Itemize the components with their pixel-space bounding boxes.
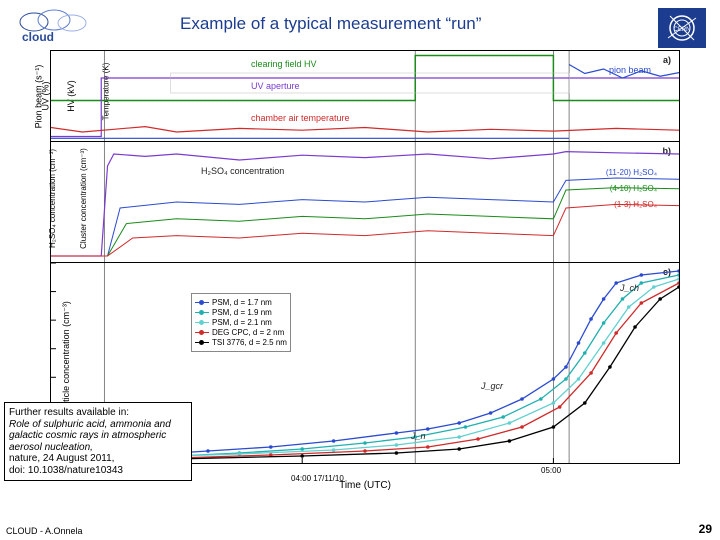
caption-l3: nature, 24 August 2011, [9,453,187,465]
ann-cl1: (11-20) H₂SO₄ [606,168,657,177]
panel-a: Pion beam (s⁻¹) UV (%) HV (kV) Temperatu… [50,50,680,142]
footer-credit: CLOUD - A.Onnela [6,526,83,536]
panel-b: H₂SO₄ concentration (cm⁻³) Cluster conce… [50,141,680,263]
svg-text:CERN: CERN [673,27,690,33]
panel-a-svg [51,51,679,141]
ann-temp: chamber air temperature [251,113,350,123]
caption-box: Further results available in: Role of su… [4,402,192,481]
panel-b-svg [51,142,679,262]
footer-page: 29 [699,522,712,536]
panel-c-xtick-2: 05:00 [541,466,561,475]
ann-hv: clearing field HV [251,59,317,69]
page-title: Example of a typical measurement “run” [180,14,481,34]
cloud-label: cloud [22,30,54,44]
panel-a-y2-label: UV (%) [41,82,51,111]
caption-l4: doi: 10.1038/nature10343 [9,465,187,477]
ann-cl2: (4-10) H₂SO₄ [610,184,657,193]
ann-pion: pion beam [609,65,651,75]
panel-c-xtick-1: 04:00 17/11/10 [291,474,344,483]
cern-logo: CERN [658,8,706,48]
cloud-logo: cloud [14,8,94,44]
caption-l1: Further results available in: [9,407,187,419]
panel-c-legend: PSM, d = 1.7 nmPSM, d = 1.9 nmPSM, d = 2… [191,293,291,352]
panel-c-x-label: Time (UTC) [339,480,391,491]
ann-jch: J_ch [620,283,639,293]
ann-jn: J_n [411,431,426,441]
ann-h2so4: H₂SO₄ concentration [201,166,284,176]
ann-uv: UV aperture [251,81,300,91]
ann-cl3: (1-3) H₂SO₄ [614,200,657,209]
ann-jgcr: J_gcr [481,381,503,391]
caption-l2: Role of sulphuric acid, ammonia and gala… [9,419,187,454]
